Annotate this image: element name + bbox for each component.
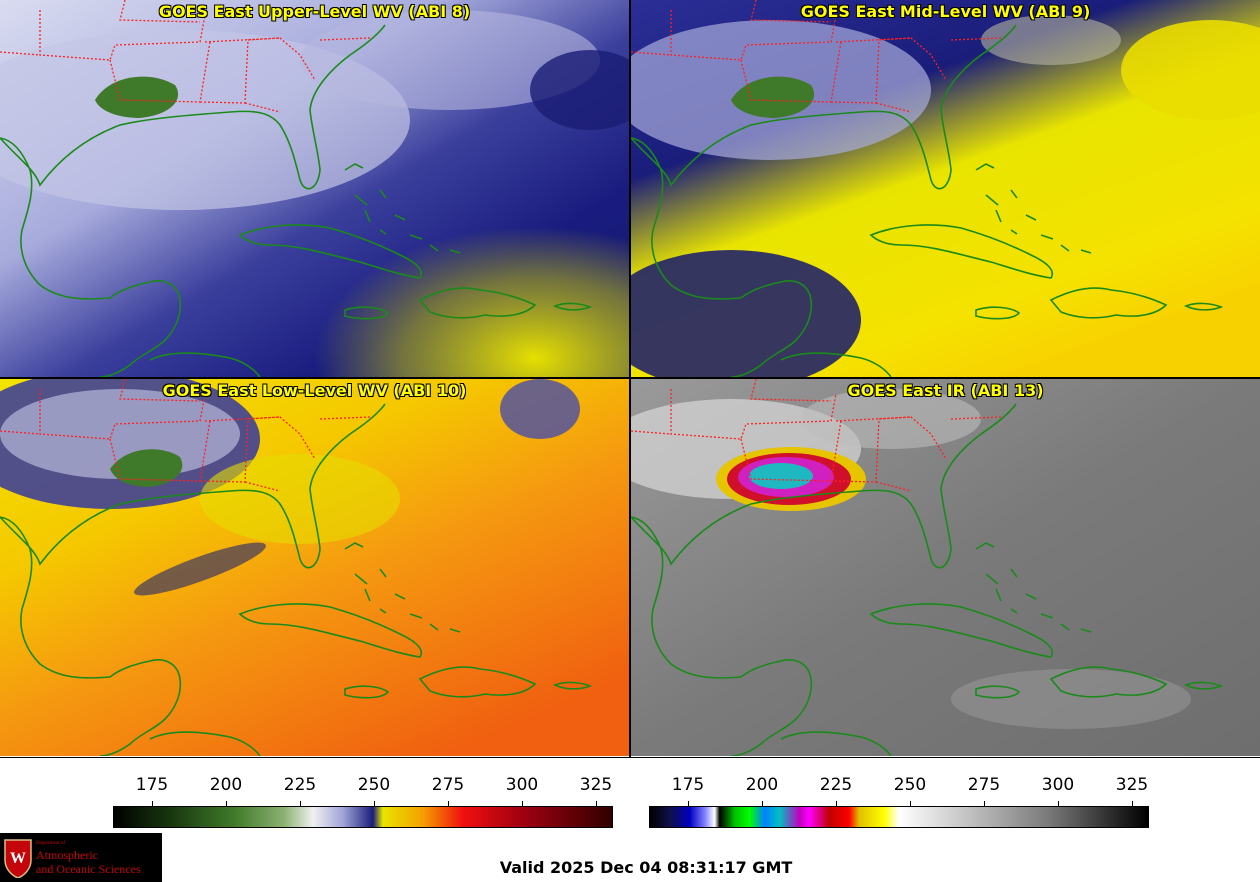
upper-level-wv-image — [0, 0, 629, 377]
colorbar-wv-gradient — [113, 806, 613, 828]
colorbar-wv-tick: 250 — [357, 775, 391, 795]
colorbar-wv-tickmark — [300, 801, 301, 807]
panel-title-mid-level-wv: GOES East Mid-Level WV (ABI 9) — [800, 2, 1091, 21]
mid-level-wv-image — [631, 0, 1260, 377]
colorbar-wv-tick: 200 — [209, 775, 243, 795]
colorbar-ir-tick: 175 — [671, 775, 705, 795]
colorbar-ir-tickmark — [762, 801, 763, 807]
logo-line2: and Oceanic Sciences — [36, 862, 141, 876]
panel-divider-vertical — [629, 0, 631, 758]
colorbar-wv-tickmark — [226, 801, 227, 807]
map-panel-ir: GOES East IR (ABI 13) — [631, 379, 1260, 756]
logo-dept-text: Department of — [36, 841, 66, 846]
colorbar-ir-tickmark — [984, 801, 985, 807]
ir-image — [631, 379, 1260, 756]
colorbar-ir-tickmark — [1058, 801, 1059, 807]
colorbar-ir-tick: 275 — [967, 775, 1001, 795]
colorbar-wv-tick: 300 — [505, 775, 539, 795]
map-panel-low-level-wv: GOES East Low-Level WV (ABI 10) — [0, 379, 629, 756]
panel-title-low-level-wv: GOES East Low-Level WV (ABI 10) — [162, 381, 467, 400]
map-panel-mid-level-wv: GOES East Mid-Level WV (ABI 9) — [631, 0, 1260, 377]
panel-title-ir: GOES East IR (ABI 13) — [847, 381, 1044, 400]
colorbar-wv-tick: 325 — [579, 775, 613, 795]
colorbar-ir-tickmark — [910, 801, 911, 807]
colorbar-wv-tickmark — [374, 801, 375, 807]
colorbar-ir-tick: 225 — [819, 775, 853, 795]
colorbar-wv-tick: 225 — [283, 775, 317, 795]
panel-bottom-border — [0, 757, 1260, 758]
panel-title-upper-level-wv: GOES East Upper-Level WV (ABI 8) — [158, 2, 471, 21]
logo-line1: Atmospheric — [36, 848, 98, 862]
colorbar-ir-tick: 325 — [1115, 775, 1149, 795]
colorbar-ir-tick: 200 — [745, 775, 779, 795]
panel-divider-horizontal — [0, 377, 1260, 379]
colorbar-wv-tickmark — [596, 801, 597, 807]
colorbar-ir-tickmark — [688, 801, 689, 807]
colorbar-wv-tick: 175 — [135, 775, 169, 795]
colorbar-ir-tick: 250 — [893, 775, 927, 795]
seal-letter: W — [10, 850, 26, 867]
valid-time: Valid 2025 Dec 04 08:31:17 GMT — [499, 858, 793, 877]
colorbar-ir-tickmark — [1132, 801, 1133, 807]
colorbar-ir-gradient — [649, 806, 1149, 828]
uw-seal-icon: W — [4, 839, 32, 878]
colorbar-wv-tickmark — [152, 801, 153, 807]
low-level-wv-image — [0, 379, 629, 756]
colorbar-wv-tickmark — [448, 801, 449, 807]
colorbar-wv-tickmark — [522, 801, 523, 807]
aos-logo[interactable]: W Department of Atmospheric and Oceanic … — [0, 833, 162, 882]
colorbar-ir-tick: 300 — [1041, 775, 1075, 795]
map-panel-upper-level-wv: GOES East Upper-Level WV (ABI 8) — [0, 0, 629, 377]
colorbar-ir-tickmark — [836, 801, 837, 807]
colorbar-wv-tick: 275 — [431, 775, 465, 795]
